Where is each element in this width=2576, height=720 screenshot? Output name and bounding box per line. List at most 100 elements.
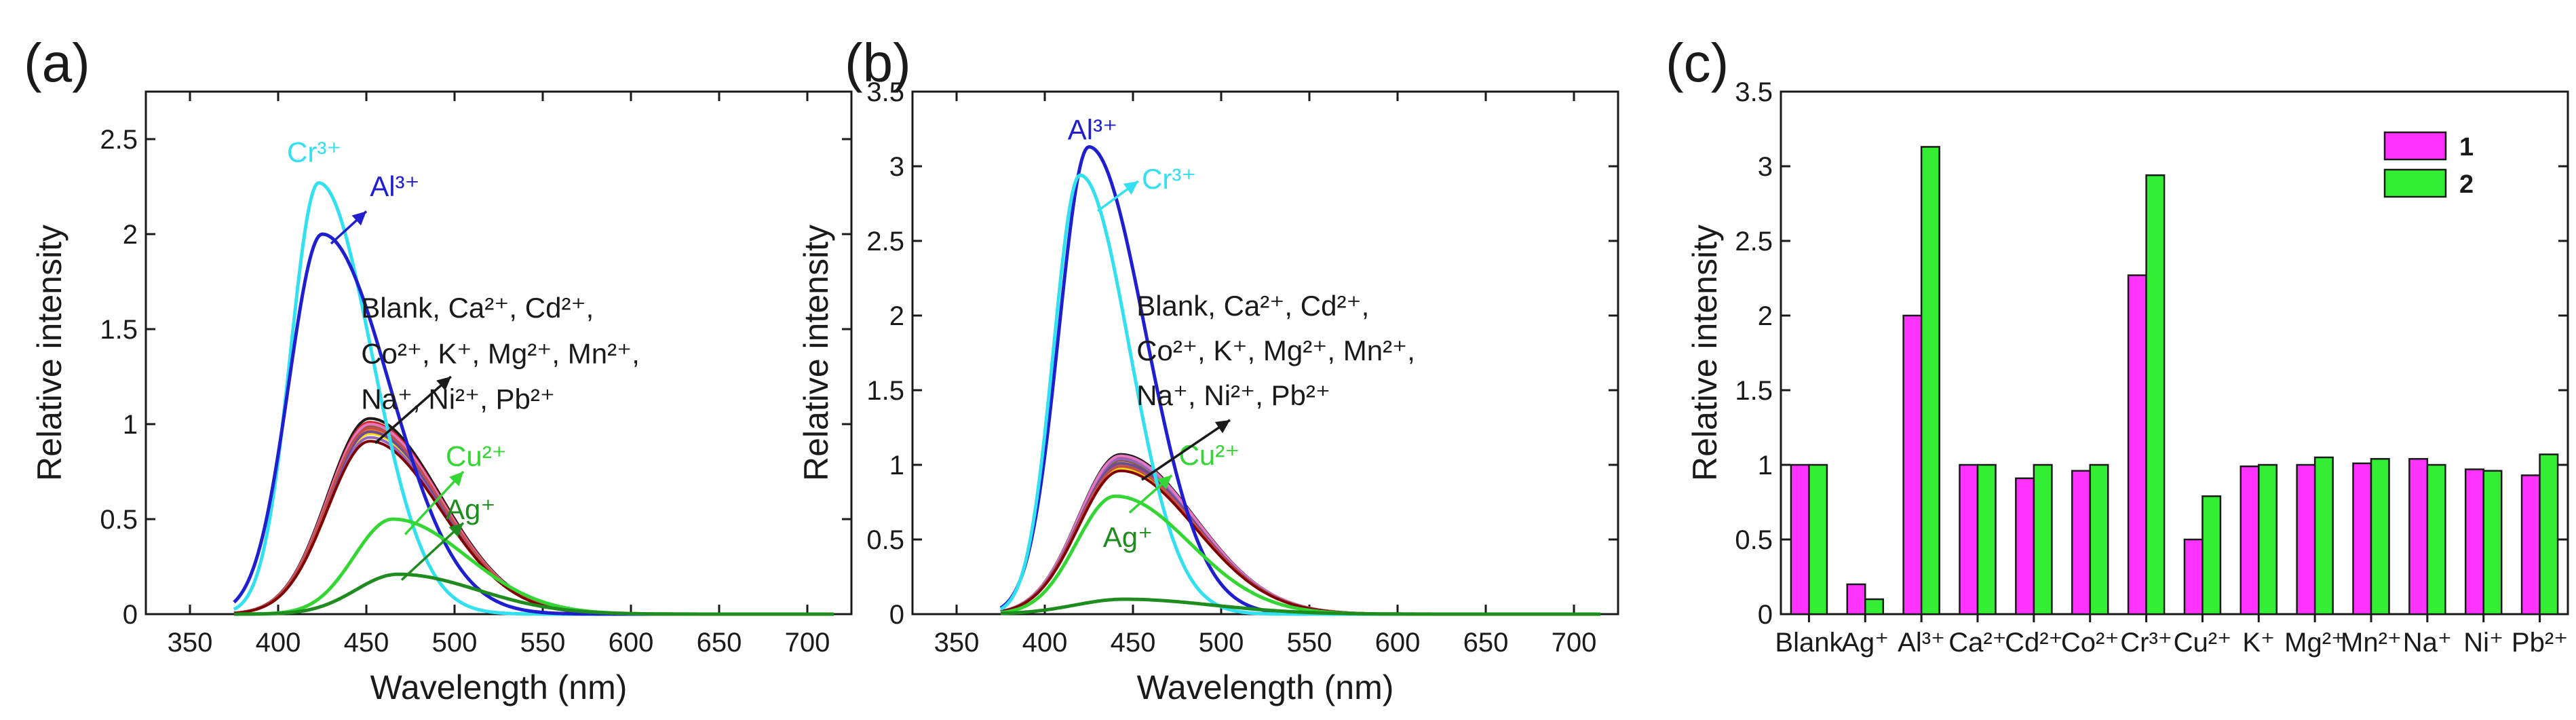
x-tick-label: 350 [934,628,980,658]
bar-series-1 [2408,457,2429,615]
x-tick-label: 450 [1111,628,1156,658]
legend-swatch [2383,168,2447,198]
panel-c: (c) 0 0.5 1 1.5 2 2.5 3 3.5 Relative intensity Bla… [1666,33,2569,658]
x-tick-label: 350 [168,628,213,658]
y-tick-label: 3 [1758,152,1773,182]
x-axis-title: Wavelength (nm) [1137,668,1394,706]
arrow-cu [404,470,465,535]
legend-swatch [2383,131,2447,161]
y-axis-title: Relative intensity [31,225,69,481]
x-tick-label: Al³⁺ [1898,628,1945,658]
annotation-label: Cu²⁺ [1179,439,1240,471]
bar-series-1 [2127,274,2147,615]
y-axis-title: Relative intensity [1686,225,1724,481]
series-line-ag [234,572,834,616]
x-axis-title: Wavelength (nm) [370,668,628,706]
x-tick-label: Pb²⁺ [2512,628,2568,658]
annotation-label: Ag⁺ [1103,521,1153,553]
x-tick-label: Cr³⁺ [2120,628,2172,658]
bar-series-2 [2258,463,2278,615]
bar-series-1 [1902,314,1923,615]
series-line-ag [1000,597,1600,616]
panel-label: (c) [1666,33,1729,93]
annotation-label: Cr³⁺ [287,136,341,168]
series-line-blank-group [233,430,834,615]
annotation-label: Cr³⁺ [1142,163,1196,195]
series-line-blank-group [233,428,834,615]
arrow-cu-head [1157,475,1172,490]
arrow-blank-head [1214,420,1230,434]
x-tick-label: Cu²⁺ [2174,628,2232,658]
x-tick-label: 400 [256,628,301,658]
plot-frame [1780,90,2569,615]
arrow-blank [1141,419,1231,481]
y-tick-label: 0 [123,600,138,630]
bar-series-2 [2313,456,2334,615]
x-tick-label: 600 [1375,628,1421,658]
x-tick-label: Cd²⁺ [2005,628,2063,658]
series-line-blank-group [233,440,834,615]
x-tick-label: 600 [609,628,654,658]
annotation-label: Al³⁺ [370,170,420,202]
x-tick-label: K⁺ [2242,628,2275,658]
annotation-label: Na⁺, Ni²⁺, Pb²⁺ [1136,379,1330,411]
y-tick-label: 1 [1758,451,1773,480]
bar-series-1 [1846,583,1866,615]
x-tick-label: 450 [344,628,389,658]
legend-label: 1 [2459,133,2474,162]
y-tick-label: 3.5 [866,77,904,107]
bar-series-2 [2145,174,2166,615]
bar-series-1 [2352,462,2372,615]
series-line-blank-group [1000,453,1600,615]
x-tick-label: 700 [1552,628,1597,658]
series-line-cu [1000,494,1600,616]
y-tick-label: 1.5 [1735,376,1773,406]
y-tick-label: 1.5 [866,376,904,406]
y-axis-title: Relative intensity [797,225,835,481]
series-line-blank-group [233,436,834,615]
bar-series-1 [1790,463,1810,615]
annotation-label: Na⁺, Ni²⁺, Pb²⁺ [361,383,555,415]
bar-series-2 [1808,463,1828,615]
bar-series-2 [2539,453,2559,615]
bar-series-2 [2202,495,2222,615]
y-tick-label: 2.5 [866,227,904,257]
arrow-al-head [351,211,366,226]
x-tick-label: Co²⁺ [2061,628,2119,658]
x-tick-label: 400 [1022,628,1068,658]
arrow-ag-head [448,523,463,537]
x-tick-label: Na⁺ [2403,628,2452,658]
y-tick-label: 2.5 [1735,227,1773,257]
annotation-label: Al³⁺ [1068,113,1118,145]
annotation-label: Co²⁺, K⁺, Mg²⁺, Mn²⁺, [361,337,640,369]
bar-series-2 [1920,146,1940,615]
bar-series-1 [2464,468,2484,615]
y-tick-label: 3.5 [1735,77,1773,107]
annotation-label: Blank, Ca²⁺, Cd²⁺, [361,292,594,324]
bar-series-2 [1976,463,1997,615]
series-line-blank-group [1000,459,1600,615]
bar-series-2 [2426,463,2446,615]
panel-b: (b) 0 0.5 1 1.5 2 2.5 3 3.5 Relative intensity 350… [797,33,1619,706]
series-line-blank-group [1000,454,1600,615]
y-tick-label: 0 [1758,600,1773,630]
bar-series-1 [2239,465,2260,615]
bar-series-1 [2520,474,2541,615]
y-tick-label: 2.5 [100,125,138,155]
x-tick-label: 500 [1199,628,1244,658]
x-tick-label: Blank [1775,628,1843,658]
panel-label: (a) [24,33,90,93]
series-line-blank-group [1000,455,1600,615]
bar-series-1 [2015,477,2035,615]
x-tick-label: Ag⁺ [1841,628,1889,658]
arrow-blank-head [436,377,451,391]
panel-label: (b) [845,33,911,93]
annotation-label: Cu²⁺ [446,440,507,472]
y-tick-label: 0 [889,600,904,630]
x-tick-label: Ni⁺ [2463,628,2503,658]
bar-series-1 [2183,538,2204,615]
x-tick-label: 500 [432,628,478,658]
arrow-cu-head [449,472,463,487]
y-tick-label: 0.5 [100,505,138,535]
bar-series-1 [2296,463,2316,615]
